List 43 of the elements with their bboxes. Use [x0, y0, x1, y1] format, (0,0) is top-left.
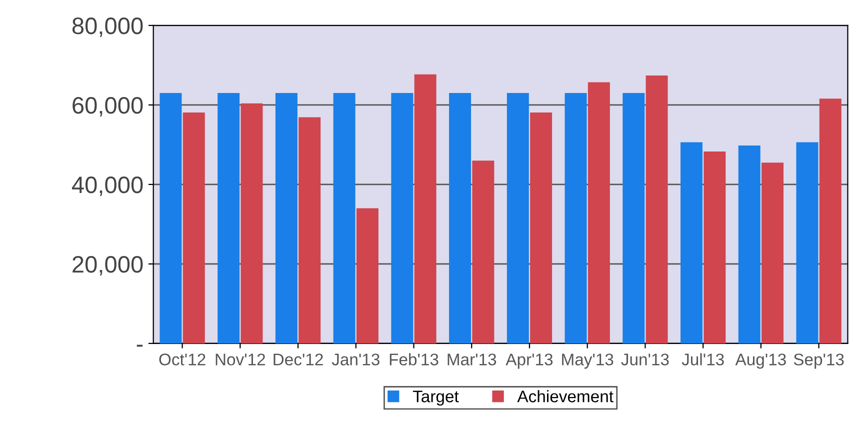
- bar: [218, 93, 240, 344]
- bar: [356, 208, 378, 344]
- bar: [530, 112, 552, 344]
- legend-label: Achievement: [517, 390, 614, 402]
- y-tick-label: 20,000: [72, 256, 143, 276]
- bar: [646, 76, 668, 344]
- bar: [819, 98, 842, 344]
- x-tick-label: Nov'12: [216, 354, 265, 366]
- x-tick-label: Dec'12: [274, 354, 323, 366]
- x-tick-label: Oct'12: [159, 354, 206, 366]
- x-tick-label: Sep'13: [794, 354, 844, 369]
- bar: [333, 93, 356, 344]
- bar: [796, 142, 818, 344]
- bar: [680, 142, 702, 344]
- x-tick-label: Jun'13: [621, 354, 669, 366]
- bar: [622, 93, 645, 344]
- y-tick-label: 60,000: [72, 97, 143, 117]
- bar: [414, 74, 436, 344]
- x-tick-label: Apr'13: [506, 354, 553, 369]
- x-tick-label: Feb'13: [390, 353, 438, 366]
- bar: [738, 145, 760, 344]
- bar: [472, 160, 494, 344]
- bar: [704, 151, 726, 344]
- y-tick-label: 80,000: [72, 18, 143, 38]
- x-tick-label: Aug'13: [735, 354, 786, 369]
- x-tick-label: Jan'13: [332, 354, 380, 366]
- bar: [275, 93, 298, 344]
- bar: [182, 112, 205, 344]
- bar: [298, 117, 321, 344]
- x-tick-label: Mar'13: [448, 354, 496, 366]
- bar: [240, 103, 263, 344]
- bar: [449, 93, 472, 344]
- legend-label: Target: [412, 390, 459, 406]
- y-tick-label: 40,000: [72, 176, 143, 196]
- bar: [391, 93, 414, 344]
- bar: [506, 93, 529, 344]
- bar: [762, 162, 784, 344]
- bar: [160, 93, 182, 344]
- y-tick-label: -: [136, 344, 143, 347]
- bar: [564, 93, 587, 344]
- x-tick-label: May'13: [562, 354, 614, 369]
- x-tick-label: Jul'13: [682, 353, 724, 366]
- bar: [588, 82, 610, 344]
